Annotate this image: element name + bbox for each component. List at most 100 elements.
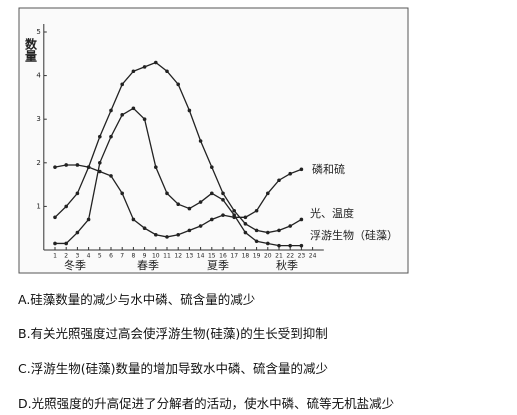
x-tick-label: 7	[120, 253, 124, 260]
point	[131, 69, 136, 74]
x-tick-label: 6	[109, 253, 113, 260]
x-tick-label: 16	[219, 253, 227, 260]
point	[109, 134, 113, 139]
point	[154, 232, 158, 237]
y-tick-label: 4	[36, 72, 41, 80]
y-tick-label: 3	[36, 115, 40, 123]
point	[288, 243, 293, 248]
point	[266, 241, 270, 246]
point	[266, 191, 270, 196]
x-tick-label: 24	[309, 253, 317, 260]
x-tick-label: 8	[131, 253, 135, 260]
x-tick-label: 19	[253, 253, 261, 260]
point	[142, 117, 147, 121]
x-tick-label: 15	[208, 253, 216, 260]
point	[64, 204, 68, 209]
x-tick-label: 11	[163, 253, 171, 260]
x-tick-label: 20	[264, 253, 272, 260]
point	[75, 230, 80, 235]
point	[198, 139, 203, 143]
point	[53, 241, 57, 246]
series-label: 磷和硫	[312, 162, 345, 176]
x-tick-label: 14	[197, 253, 205, 260]
x-tick-label: 17	[230, 253, 238, 260]
season-label: 夏季	[207, 259, 229, 272]
point	[120, 82, 124, 87]
x-tick-label: 5	[98, 253, 102, 260]
x-tick-label: 13	[186, 253, 194, 260]
point	[198, 200, 203, 204]
x-tick-label: 21	[275, 253, 283, 260]
y-tick-label: 5	[36, 28, 40, 36]
point	[254, 208, 259, 213]
point	[176, 232, 180, 237]
chart-frame	[18, 7, 409, 274]
point	[142, 226, 147, 230]
point	[176, 82, 180, 87]
point	[187, 228, 192, 233]
x-tick-label: 2	[64, 253, 68, 260]
y-tick-label: 2	[36, 159, 40, 167]
point	[98, 134, 102, 139]
point	[299, 217, 304, 222]
point	[53, 165, 57, 169]
point	[142, 65, 147, 69]
point	[98, 161, 102, 165]
point	[232, 208, 236, 213]
point	[86, 217, 91, 222]
point	[210, 165, 214, 169]
y-axis-label: 数量	[24, 37, 38, 62]
series-label: 浮游生物（硅藻）	[310, 228, 398, 242]
point	[131, 106, 136, 111]
point	[64, 241, 68, 246]
point	[221, 198, 225, 202]
point	[131, 217, 136, 222]
point	[266, 230, 270, 235]
point	[187, 108, 192, 113]
point	[165, 69, 169, 74]
point	[176, 202, 180, 207]
point	[232, 213, 236, 217]
point	[64, 163, 68, 167]
season-label: 冬季	[64, 258, 86, 272]
x-tick-label: 3	[75, 253, 79, 260]
series-label: 光、温度	[310, 206, 354, 220]
point	[120, 113, 124, 117]
x-tick-label: 9	[143, 253, 147, 260]
point	[299, 243, 304, 248]
x-tick-label: 10	[152, 253, 160, 260]
point	[277, 178, 281, 183]
point	[243, 222, 248, 226]
x-tick-label: 12	[174, 253, 182, 260]
option: C.浮游生物(硅藻)数量的增加导致水中磷、硫含量的减少	[18, 361, 328, 376]
y-tick-label: 1	[36, 202, 40, 210]
point	[210, 191, 214, 196]
x-tick-label: 23	[298, 253, 306, 260]
option: D.光照强度的升高促进了分解者的活动，使水中磷、硫等无机盐减少	[18, 396, 395, 411]
point	[254, 228, 259, 233]
point	[86, 165, 91, 169]
point	[288, 171, 293, 176]
option: A.硅藻数量的减少与水中磷、硫含量的减少	[18, 292, 256, 307]
point	[187, 206, 192, 211]
point	[75, 191, 80, 196]
point	[243, 230, 248, 235]
point	[109, 174, 113, 178]
point	[75, 163, 80, 167]
point	[221, 213, 225, 217]
point	[221, 191, 225, 196]
season-label: 春季	[137, 259, 159, 272]
point	[165, 235, 169, 239]
point	[288, 224, 293, 228]
point	[165, 191, 169, 196]
season-label: 秋季	[276, 258, 298, 272]
point	[109, 108, 113, 113]
point	[243, 215, 248, 220]
point	[120, 191, 124, 196]
x-tick-label: 18	[242, 253, 250, 260]
point	[277, 228, 281, 233]
point	[210, 217, 214, 222]
option: B.有关光照强度过高会使浮游生物(硅藻)的生长受到抑制	[18, 326, 328, 341]
